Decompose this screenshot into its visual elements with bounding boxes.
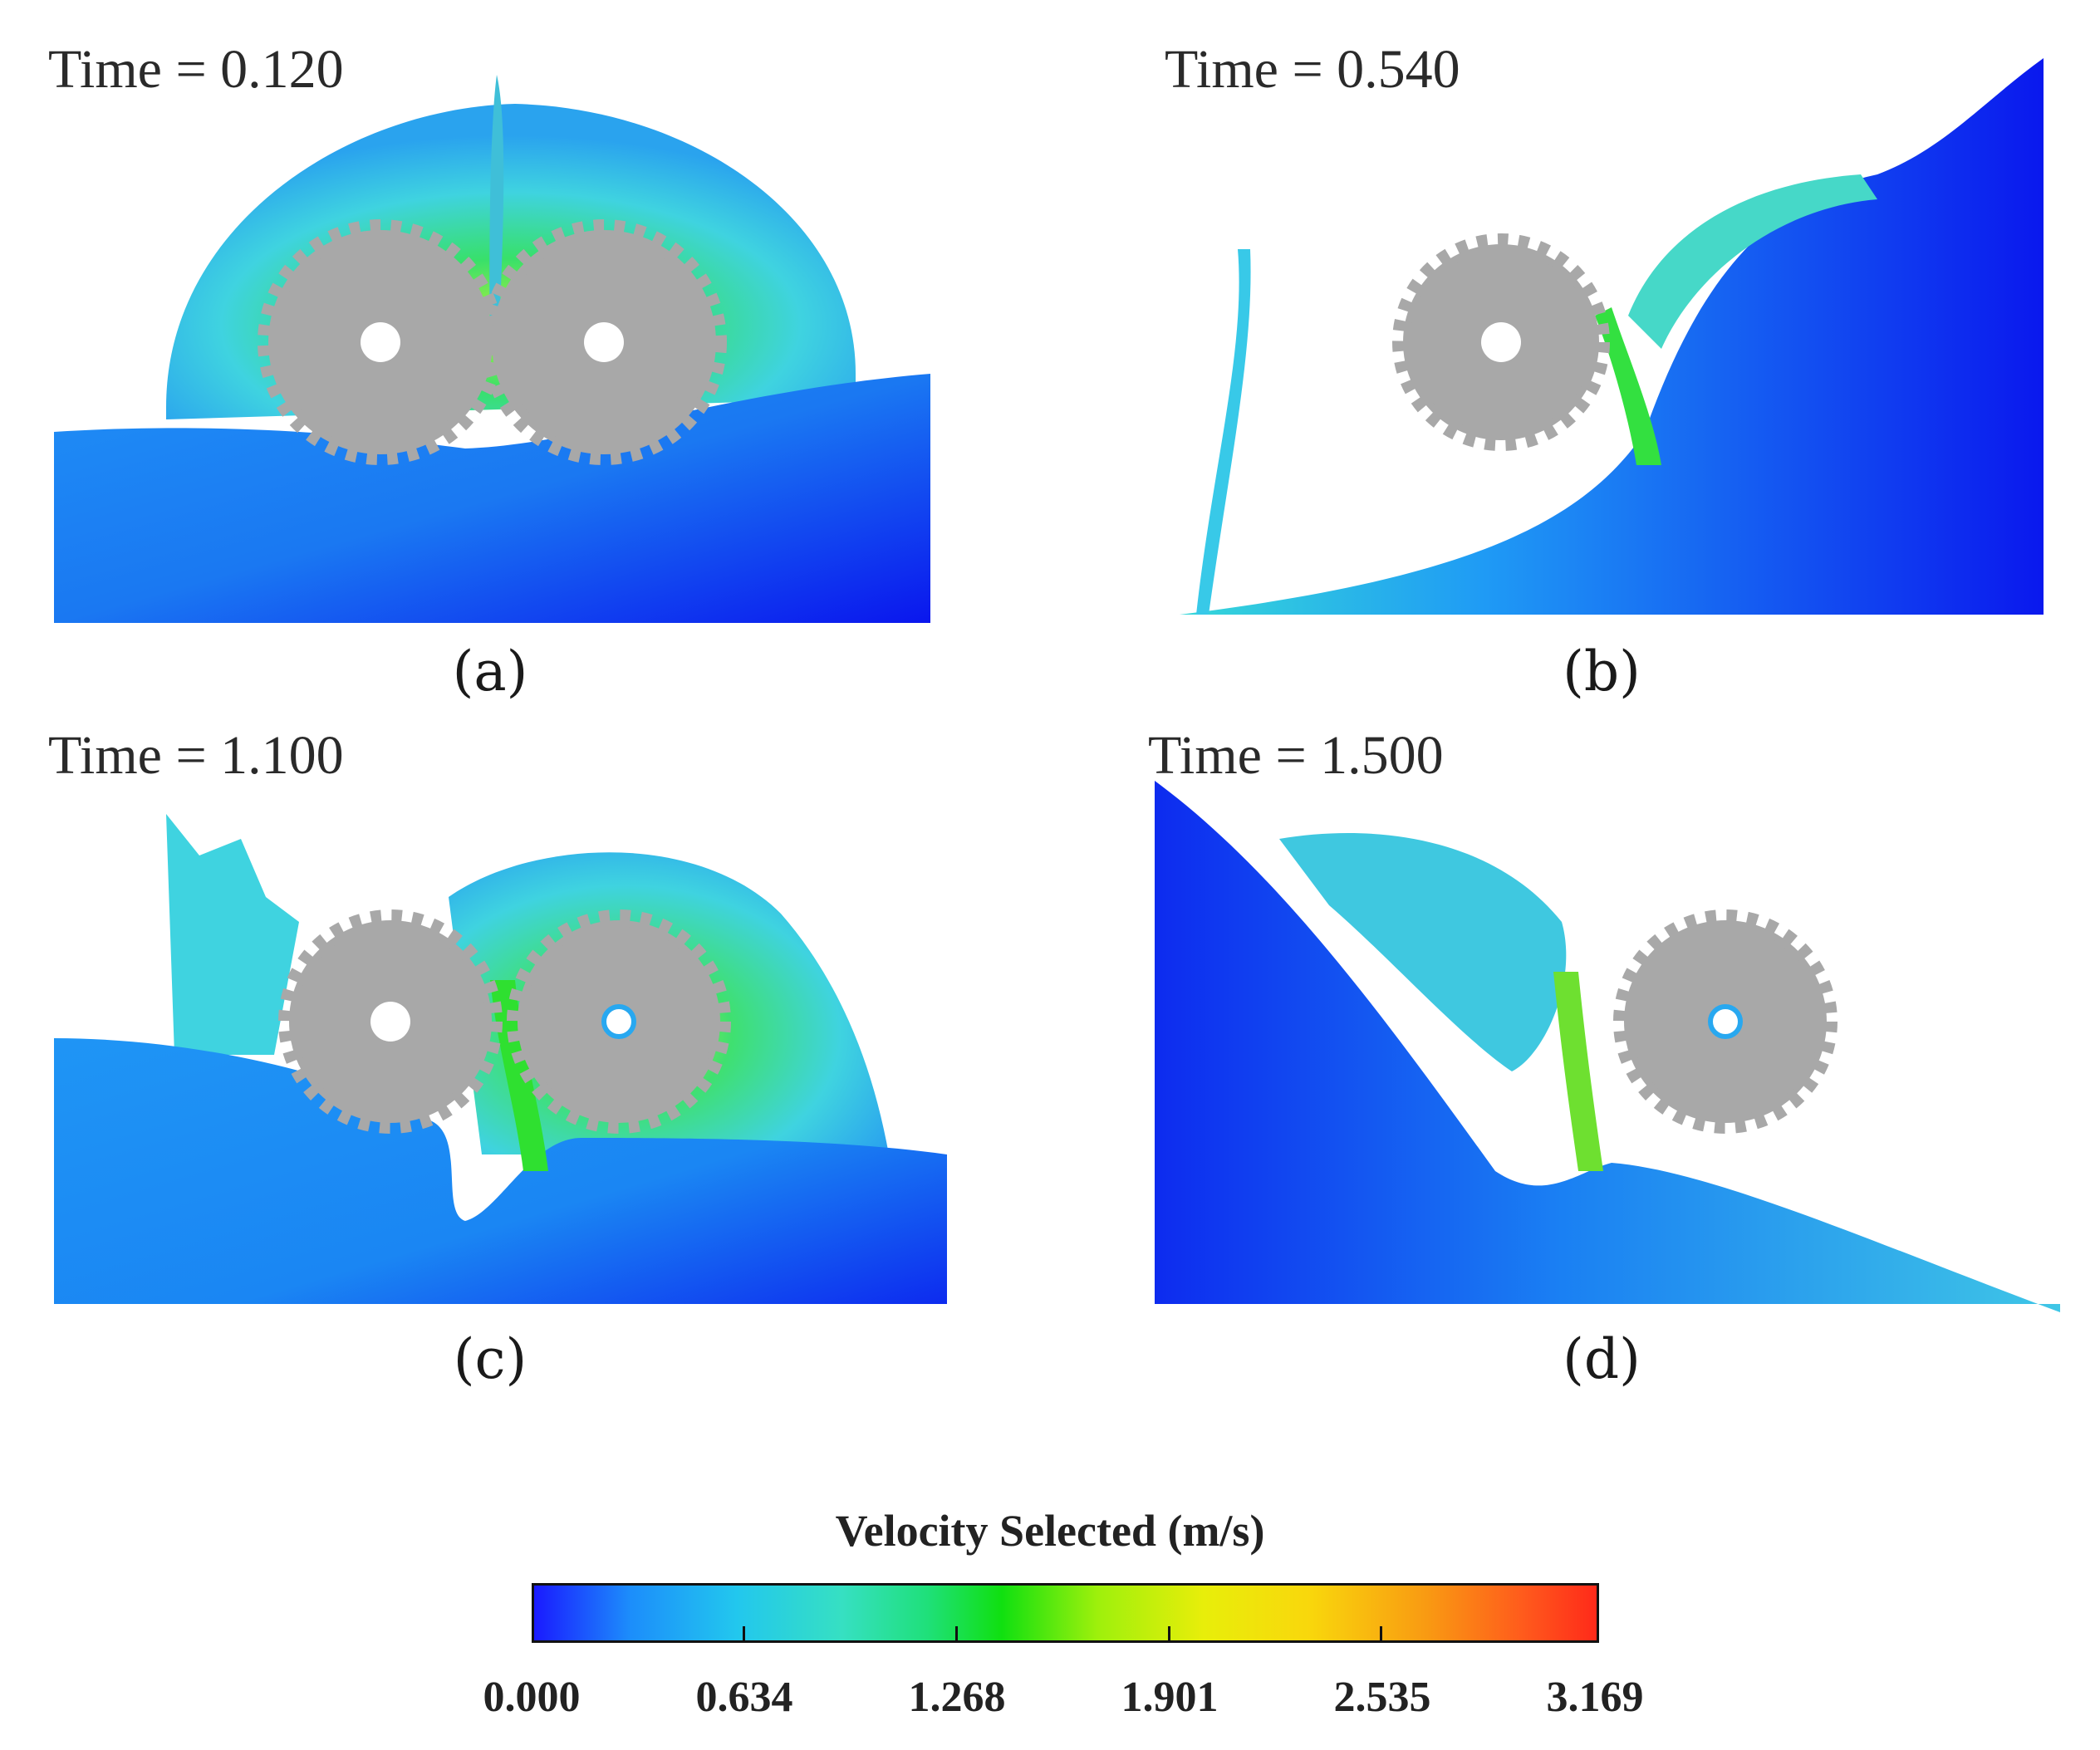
fluid-slope <box>1155 781 2060 1312</box>
colorbar-tick-label: 1.901 <box>1121 1674 1219 1721</box>
gear-left <box>258 219 503 465</box>
colorbar-tick <box>1380 1626 1382 1643</box>
panel-b: Time = 0.540 <box>1113 0 2100 631</box>
colorbar-tick-label: 0.000 <box>483 1674 581 1721</box>
colorbar-title: Velocity Selected (m/s) <box>835 1506 1265 1556</box>
panel-c-simulation <box>54 814 947 1304</box>
panel-b-simulation <box>1180 58 2044 615</box>
center-jet <box>489 75 504 349</box>
green-jet <box>1595 307 1661 465</box>
time-label: Time = 1.500 <box>1148 725 1444 786</box>
green-jet <box>490 980 548 1171</box>
gear-left <box>278 909 503 1134</box>
fluid-bath <box>54 1038 947 1304</box>
panel-a-simulation <box>54 75 930 623</box>
time-label: Time = 1.100 <box>48 725 344 786</box>
panel-a: Time = 0.120 <box>0 0 1050 631</box>
gear-right <box>481 219 727 465</box>
colorbar-tick-label: 1.268 <box>908 1674 1006 1721</box>
colorbar-tick-label: 0.634 <box>695 1674 793 1721</box>
green-jet <box>1553 972 1603 1171</box>
colorbar-tick <box>955 1626 958 1643</box>
caption-c: (c) <box>453 1327 527 1391</box>
time-label: Time = 0.120 <box>48 39 344 100</box>
gear <box>1392 233 1610 451</box>
caption-a: (a) <box>452 640 528 703</box>
fluid-bath <box>54 374 930 623</box>
colorbar-tick-label: 2.535 <box>1333 1674 1431 1721</box>
colorbar-tick <box>743 1626 745 1643</box>
panel-d-simulation <box>1155 781 2060 1312</box>
panel-c: Time = 1.100 <box>0 706 1050 1362</box>
panel-d: Time = 1.500 <box>1113 706 2100 1362</box>
left-spray <box>166 814 299 1055</box>
gear-right <box>507 909 731 1134</box>
colorbar-tick-label: 3.169 <box>1546 1674 1644 1721</box>
left-wall-film <box>1196 249 1251 615</box>
colorbar-tick <box>1168 1626 1170 1643</box>
caption-b: (b) <box>1563 640 1641 703</box>
time-label: Time = 0.540 <box>1165 39 1460 100</box>
splash-crest <box>1279 833 1567 1071</box>
splash-crest <box>1628 174 1877 349</box>
caption-d: (d) <box>1563 1327 1641 1391</box>
gear <box>1613 909 1838 1134</box>
colorbar <box>532 1583 1599 1643</box>
